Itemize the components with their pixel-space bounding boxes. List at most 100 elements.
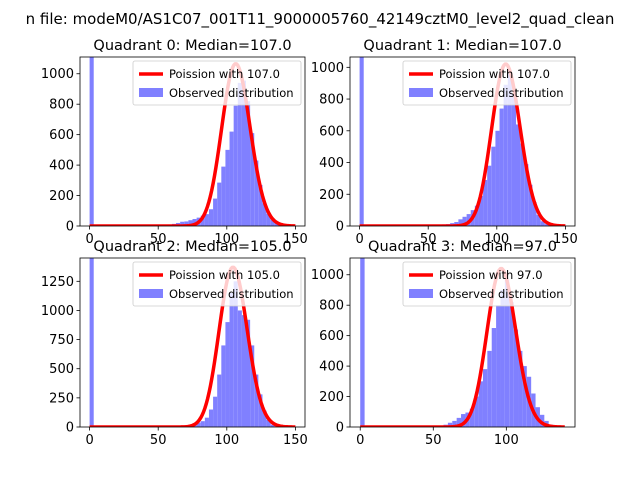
y-tick-label: 200 xyxy=(319,188,344,203)
histogram-bar xyxy=(237,310,242,427)
legend-box xyxy=(132,60,302,106)
x-tick-label: 100 xyxy=(494,433,519,448)
histogram-bar xyxy=(229,292,234,427)
histogram-bar xyxy=(536,214,541,226)
axes-frame xyxy=(349,257,576,428)
histogram-bar xyxy=(482,369,488,427)
y-tick-label: 1000 xyxy=(41,304,74,319)
histogram-bar xyxy=(478,195,484,226)
histogram-bar xyxy=(452,420,457,427)
histogram-bar xyxy=(524,164,529,226)
histogram-bar xyxy=(447,422,453,427)
histogram-bar xyxy=(474,396,479,427)
x-tick-label: 150 xyxy=(283,232,308,247)
histogram-bar xyxy=(478,381,483,427)
histogram-bar xyxy=(266,213,271,226)
legend-box xyxy=(132,261,302,307)
histogram-bar xyxy=(462,216,467,226)
plot-area xyxy=(359,57,566,226)
y-tick-label: 600 xyxy=(319,124,344,139)
histogram-bar xyxy=(491,146,496,226)
figure-suptitle: n file: modeM0/AS1C07_001T11_9000005760_… xyxy=(26,10,615,29)
legend-box xyxy=(402,261,572,307)
y-tick-label: 0 xyxy=(336,220,344,235)
histogram-bar xyxy=(507,73,512,226)
axes-frame xyxy=(79,56,306,227)
histogram-bar xyxy=(532,202,537,226)
histogram-bar xyxy=(487,165,492,226)
histogram-bar xyxy=(217,182,222,226)
y-tick-label: 800 xyxy=(319,93,344,108)
y-tick-label: 500 xyxy=(49,362,74,377)
histogram-bar xyxy=(522,366,527,427)
plot-area xyxy=(359,258,566,427)
histogram-bar xyxy=(213,198,218,226)
subplot-title: Quadrant 1: Median=107.0 xyxy=(363,38,561,54)
histogram-bar xyxy=(258,184,263,226)
histogram-bar xyxy=(262,203,267,226)
histogram-bar xyxy=(540,221,545,226)
y-tick-label: 200 xyxy=(319,390,344,405)
histogram-bar xyxy=(188,220,193,226)
chart-panel-quadrant-1: 0 50 100 150 0 200 400 600 800 1000 Quadrant 1: Me… xyxy=(311,38,578,247)
histogram-bar xyxy=(250,345,255,427)
histogram-bar xyxy=(233,105,238,226)
y-tick-label: 600 xyxy=(319,329,344,344)
histogram-bar xyxy=(266,420,271,427)
histogram-bar xyxy=(258,394,263,427)
histogram-bar xyxy=(200,421,205,427)
histogram-bar xyxy=(221,166,226,226)
histogram-bar xyxy=(487,350,492,427)
x-tick-label: 100 xyxy=(214,232,239,247)
histogram-bar xyxy=(496,305,501,427)
y-tick-label: 0 xyxy=(336,421,344,436)
y-tick-label: 0 xyxy=(66,220,74,235)
x-tick-label: 100 xyxy=(214,433,239,448)
legend: Poission with 105.0 Observed distribution xyxy=(132,261,302,307)
histogram-bar xyxy=(192,218,197,226)
histogram-bar xyxy=(499,108,504,226)
histogram-bar xyxy=(528,184,533,226)
histogram-bar xyxy=(469,408,475,427)
x-tick-label: 150 xyxy=(283,433,308,448)
y-tick-label: 1000 xyxy=(311,268,344,283)
x-tick-label: 0 xyxy=(85,232,93,247)
histogram-bar xyxy=(454,222,459,226)
histogram-bar xyxy=(474,205,479,226)
histogram-bar xyxy=(456,417,462,427)
legend-label-observed: Observed distribution xyxy=(439,287,564,301)
y-tick-label: 1000 xyxy=(311,61,344,76)
x-tick-label: 0 xyxy=(85,433,93,448)
histogram-bar xyxy=(246,101,251,226)
histogram-bar xyxy=(184,221,189,226)
y-tick-label: 800 xyxy=(319,299,344,314)
axes-frame xyxy=(349,56,576,227)
plot-area xyxy=(89,57,296,226)
histogram-bar xyxy=(204,214,209,226)
histogram-bar xyxy=(225,322,230,427)
histogram-bar xyxy=(208,409,214,427)
axes-frame xyxy=(79,257,306,428)
poisson-curve xyxy=(359,266,566,427)
histogram-bar xyxy=(513,329,519,427)
histogram-bar xyxy=(241,315,247,427)
legend-label-poisson: Poission with 107.0 xyxy=(439,67,550,81)
legend: Poission with 107.0 Observed distribution xyxy=(402,60,572,106)
legend: Poission with 97.0 Observed distribution xyxy=(402,261,572,307)
poisson-curve xyxy=(359,62,566,226)
y-tick-label: 0 xyxy=(66,421,74,436)
y-tick-label: 1000 xyxy=(41,67,74,82)
legend-patch-swatch xyxy=(409,289,433,298)
histogram-bar xyxy=(254,160,259,226)
histogram-bar xyxy=(516,124,521,226)
legend: Poission with 107.0 Observed distribution xyxy=(132,60,302,106)
x-tick-label: 0 xyxy=(356,433,364,448)
histogram-bar xyxy=(491,328,497,427)
chart-panel-quadrant-2: 0 50 100 150 0 250 500 750 1000 1250 Quadrant 2: M… xyxy=(41,239,308,448)
histogram-bar xyxy=(274,223,279,226)
histogram-bar xyxy=(89,258,94,427)
y-tick-label: 600 xyxy=(49,128,74,143)
histogram-bar xyxy=(241,80,247,226)
y-tick-label: 250 xyxy=(49,391,74,406)
